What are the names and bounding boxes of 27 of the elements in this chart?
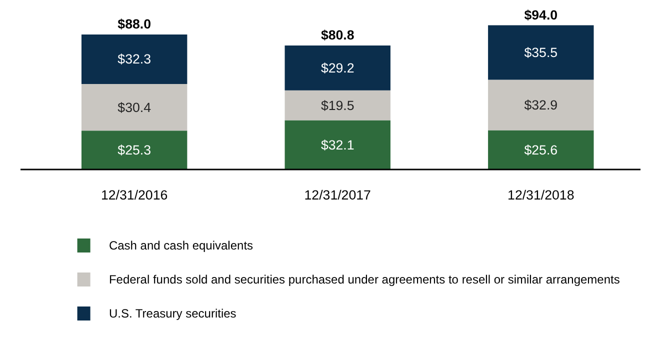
bar (284, 120, 390, 170)
bar (488, 130, 594, 170)
bar (81, 34, 188, 84)
legend-label: U.S. Treasury securities (108, 306, 236, 320)
bar (81, 84, 188, 131)
data-label: $19.5 (320, 98, 354, 113)
total-label: $88.0 (118, 16, 152, 32)
bar (81, 130, 188, 170)
legend-label: Cash and cash equivalents (108, 238, 254, 252)
data-label: $25.6 (524, 142, 558, 158)
total-label: $94.0 (524, 7, 558, 22)
data-label: $25.3 (118, 142, 152, 158)
bar (488, 25, 594, 80)
data-label: $32.9 (524, 97, 558, 112)
data-label: $30.4 (118, 100, 152, 115)
data-label: $35.5 (524, 44, 558, 60)
x-tick-label: 12/31/2017 (304, 188, 371, 202)
bar (488, 80, 594, 130)
total-label: $80.8 (320, 28, 354, 43)
x-tick-label: 12/31/2016 (100, 188, 168, 202)
bar (284, 90, 390, 120)
data-label: $29.2 (320, 60, 354, 76)
data-label: $32.1 (320, 137, 354, 152)
bar (284, 46, 390, 90)
legend-label: Federal funds sold and securities purchased under agreements to resell or similar arrangements (108, 272, 620, 286)
data-label: $32.3 (118, 52, 152, 67)
x-tick-label: 12/31/2018 (508, 188, 574, 202)
